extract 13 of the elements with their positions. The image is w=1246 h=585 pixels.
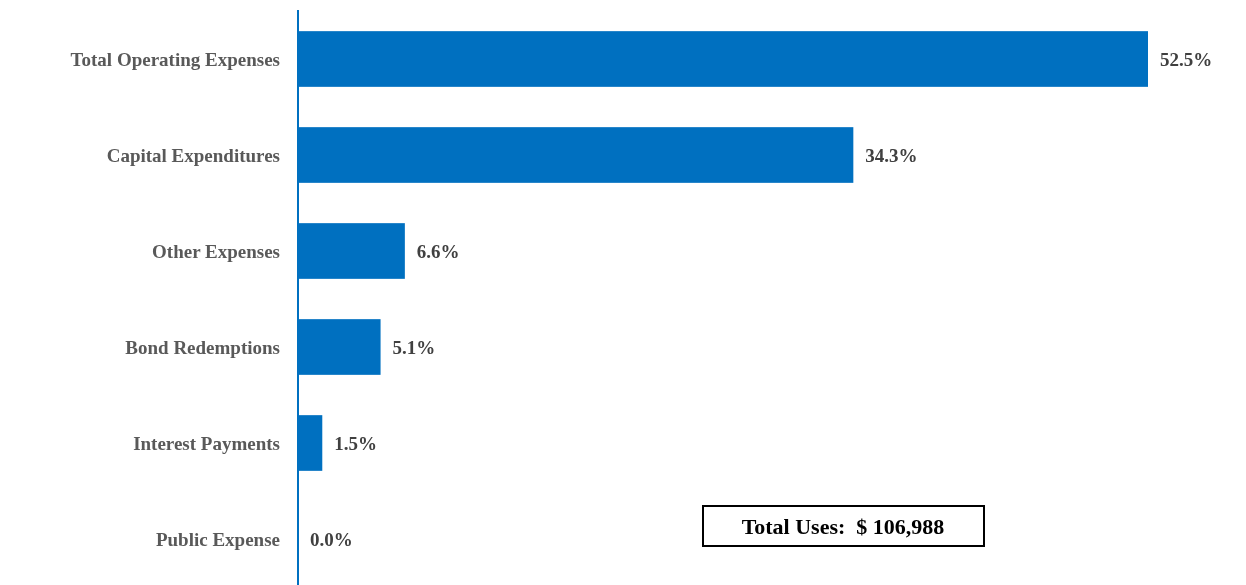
y-tick-label: Interest Payments xyxy=(133,432,280,454)
data-label: 0.0% xyxy=(310,528,353,550)
y-tick-label: Other Expenses xyxy=(152,240,280,262)
annotation: Total Uses: $ 106,988 xyxy=(741,513,945,539)
y-tick-label: Capital Expenditures xyxy=(106,144,280,166)
data-label: 1.5% xyxy=(334,432,378,454)
data-label: 6.6% xyxy=(416,240,460,262)
y-tick-label: Bond Redemptions xyxy=(125,336,280,358)
y-tick-label: Total Operating Expenses xyxy=(70,48,280,70)
y-tick-label: Public Expense xyxy=(155,528,280,550)
data-label: 34.3% xyxy=(865,144,918,166)
data-label: 52.5% xyxy=(1160,48,1213,70)
data-label: 5.1% xyxy=(392,336,436,358)
